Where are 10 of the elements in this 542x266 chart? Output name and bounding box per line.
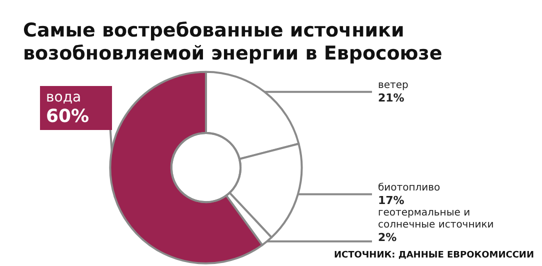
data-label: 17%	[378, 194, 404, 207]
slice-label: геотермальные и солнечные источники	[378, 208, 494, 230]
slice-label: биотопливо	[378, 182, 440, 194]
slice-label: ветер	[378, 80, 408, 91]
data-label: 2%	[378, 231, 397, 244]
text: ИСТОЧНИК: ДАННЫЕ ЕВРОКОМИССИИ	[334, 250, 534, 260]
data-label: 60%	[46, 106, 90, 127]
chart-title: Самые востребованные источники возобновляемой энергии в Евросоюзе	[23, 20, 442, 64]
data-label: 21%	[378, 91, 404, 104]
slice-label: вода	[46, 90, 82, 106]
